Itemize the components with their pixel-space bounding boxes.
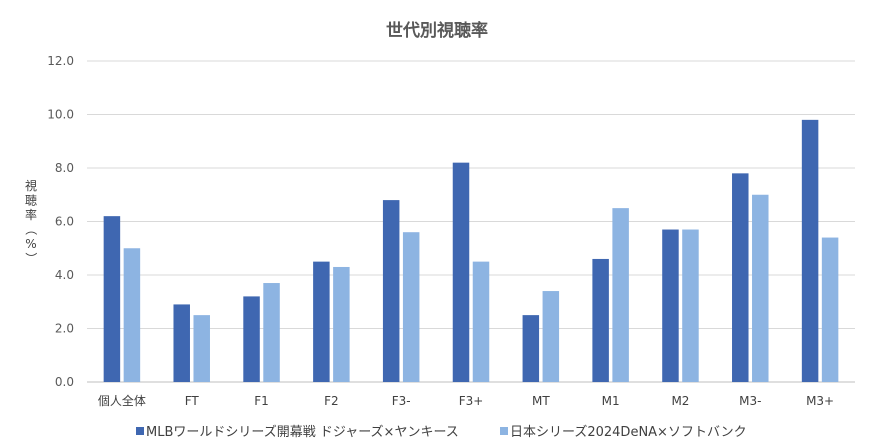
bar-nippon-4 — [402, 232, 420, 382]
y-axis-label-char: 率 — [25, 207, 37, 222]
y-tick-label: 0.0 — [55, 375, 74, 389]
bar-mlb-6 — [522, 315, 540, 382]
bars — [103, 119, 839, 382]
bar-nippon-6 — [542, 291, 560, 382]
chart-title: 世代別視聴率 — [386, 20, 488, 41]
legend-label: 日本シリーズ2024DeNA×ソフトバンク — [510, 424, 747, 440]
x-tick-label: M3+ — [806, 394, 834, 408]
bar-mlb-9 — [732, 173, 749, 382]
bar-mlb-8 — [662, 229, 679, 382]
legend-label: MLBワールドシリーズ開幕戦 ドジャーズ×ヤンキース — [146, 424, 459, 440]
x-axis-ticks: 個人全体 FT F1 F2 F3- F3+ MT M1 M2 M3- M3+ — [98, 393, 834, 408]
bar-mlb-0 — [103, 216, 121, 382]
x-tick-label: F3- — [392, 394, 411, 408]
legend: MLBワールドシリーズ開幕戦 ドジャーズ×ヤンキース 日本シリーズ2024DeNA… — [136, 424, 747, 440]
x-tick-label: M3- — [739, 394, 761, 408]
y-tick-label: 2.0 — [55, 322, 74, 336]
bar-nippon-5 — [472, 261, 490, 382]
legend-swatch — [500, 427, 508, 435]
x-tick-label: F2 — [324, 394, 339, 408]
y-axis-label-char: （ — [24, 223, 38, 235]
bar-nippon-2 — [263, 283, 280, 382]
y-tick-label: 12.0 — [47, 54, 74, 68]
bar-mlb-1 — [173, 304, 190, 382]
y-axis-ticks: 0.0 2.0 4.0 6.0 8.0 10.0 12.0 — [47, 54, 74, 389]
x-tick-label: M1 — [602, 394, 620, 408]
y-tick-label: 8.0 — [55, 161, 74, 175]
y-axis-label-char: 聴 — [25, 193, 37, 207]
x-tick-label: MT — [532, 394, 550, 408]
bar-mlb-7 — [592, 258, 609, 382]
y-axis-label-char: 視 — [25, 178, 37, 193]
bar-mlb-10 — [801, 119, 819, 382]
bar-mlb-4 — [382, 200, 400, 382]
y-tick-label: 10.0 — [47, 108, 74, 122]
y-tick-label: 6.0 — [55, 215, 74, 229]
legend-swatch — [136, 427, 144, 435]
gridlines — [87, 60, 855, 383]
bar-nippon-1 — [193, 315, 210, 382]
y-axis-label: 視聴率（%） — [24, 178, 38, 265]
y-axis-label-char: ） — [24, 252, 38, 264]
bar-nippon-3 — [333, 266, 350, 382]
bar-mlb-5 — [452, 162, 470, 382]
bar-nippon-9 — [752, 194, 769, 382]
x-tick-label: M2 — [671, 394, 689, 408]
bar-nippon-7 — [612, 208, 629, 382]
bar-nippon-8 — [682, 229, 699, 382]
bar-nippon-0 — [123, 248, 141, 382]
y-axis-label-char: % — [25, 237, 36, 251]
bar-nippon-10 — [821, 237, 839, 382]
x-tick-label: F1 — [254, 394, 269, 408]
bar-mlb-2 — [243, 296, 260, 382]
x-tick-label: FT — [185, 394, 200, 408]
x-tick-label: 個人全体 — [98, 393, 146, 408]
bar-mlb-3 — [313, 261, 330, 382]
x-tick-label: F3+ — [459, 394, 484, 408]
y-tick-label: 4.0 — [55, 268, 74, 282]
